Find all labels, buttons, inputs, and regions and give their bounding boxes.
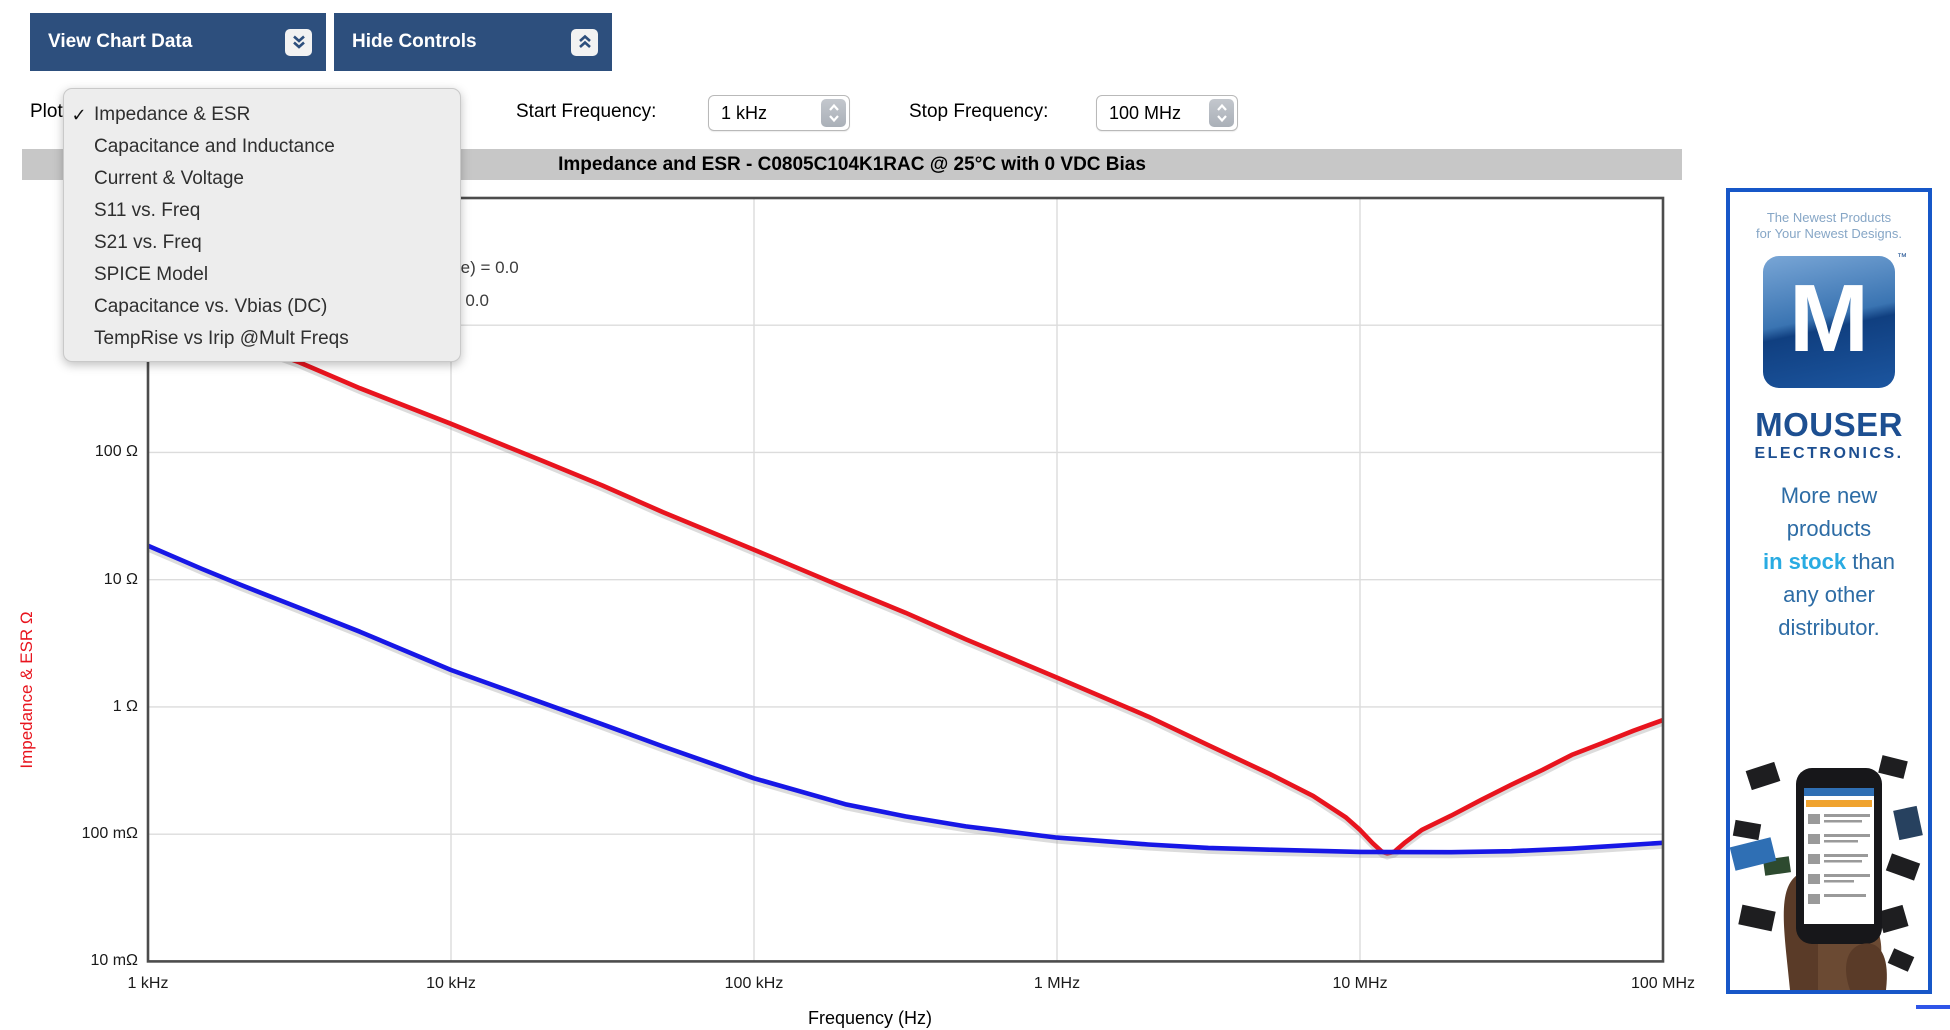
y-tick-label: 100 mΩ xyxy=(81,825,138,843)
esr-curve xyxy=(148,543,1663,855)
ad-tagline-line: More new xyxy=(1780,483,1878,508)
ad-tagline-line: in stock than xyxy=(1762,549,1896,574)
double-chevron-down-icon xyxy=(285,28,312,56)
stepper-up-down-icon xyxy=(1209,99,1234,127)
menu-item-label: Current & Voltage xyxy=(94,168,244,189)
impedance-curve-shadow xyxy=(148,301,1663,860)
mouser-ad-banner[interactable]: The Newest Products for Your Newest Desi… xyxy=(1726,188,1932,994)
mouser-brand-text: MOUSER xyxy=(1755,406,1903,443)
start-frequency-value: 1 kHz xyxy=(721,102,768,123)
ad-tagline-line: distributor. xyxy=(1778,615,1880,640)
stray-link-underline xyxy=(1916,1005,1950,1009)
view-chart-data-button[interactable]: View Chart Data xyxy=(30,13,326,71)
menu-item-label: Capacitance vs. Vbias (DC) xyxy=(94,296,328,317)
chart-title: Impedance and ESR - C0805C104K1RAC @ 25°… xyxy=(558,153,1146,175)
ad-tagline: More new products in stock than any other di… xyxy=(1730,479,1928,644)
menu-item-impedance-esr[interactable]: ✓ Impedance & ESR xyxy=(64,99,460,131)
menu-item-label: TempRise vs Irip @Mult Freqs xyxy=(94,328,349,349)
y-tick-label: 100 Ω xyxy=(94,443,138,461)
impedance-curve xyxy=(148,297,1663,856)
y-tick-label: 10 Ω xyxy=(103,570,138,588)
hide-controls-label: Hide Controls xyxy=(352,31,477,52)
trademark-symbol: ™ xyxy=(1897,252,1907,263)
menu-item-label: SPICE Model xyxy=(94,264,209,285)
menu-item-temprise-vs-irip-mult-freqs[interactable]: TempRise vs Irip @Mult Freqs xyxy=(64,323,460,355)
x-tick-label: 1 MHz xyxy=(1033,975,1081,992)
ad-headline: The Newest Products for Your Newest Desi… xyxy=(1756,210,1902,241)
x-tick-label: 10 MHz xyxy=(1332,975,1388,992)
start-frequency-label: Start Frequency: xyxy=(516,101,657,122)
menu-item-s11-vs-freq[interactable]: S11 vs. Freq xyxy=(64,195,460,227)
plot-type-menu: ✓ Impedance & ESR Capacitance and Inductan… xyxy=(63,88,461,362)
y-tick-label: 10 mΩ xyxy=(90,952,138,970)
stepper-up-down-icon xyxy=(821,99,846,127)
esr-curve-shadow xyxy=(148,547,1663,859)
double-chevron-up-icon xyxy=(571,28,598,56)
y-tick-label: 1 Ω xyxy=(112,697,138,715)
hand-holding-phone-photo xyxy=(1730,738,1928,990)
x-tick-label: 100 MHz xyxy=(1630,975,1696,992)
ad-tagline-line: any other xyxy=(1783,582,1875,607)
menu-item-label: S21 vs. Freq xyxy=(94,232,202,253)
x-tick-label: 10 kHz xyxy=(426,975,476,992)
stop-frequency-select[interactable]: 100 MHz xyxy=(1096,95,1238,131)
menu-item-label: Impedance & ESR xyxy=(94,104,251,125)
hide-controls-button[interactable]: Hide Controls xyxy=(334,13,612,71)
x-axis-title: Frequency (Hz) xyxy=(807,1008,933,1028)
menu-item-label: S11 vs. Freq xyxy=(94,200,201,221)
menu-item-s21-vs-freq[interactable]: S21 vs. Freq xyxy=(64,227,460,259)
check-icon: ✓ xyxy=(71,104,87,125)
view-chart-data-label: View Chart Data xyxy=(48,31,193,52)
menu-item-current-voltage[interactable]: Current & Voltage xyxy=(64,163,460,195)
start-frequency-select[interactable]: 1 kHz xyxy=(708,95,850,131)
stop-frequency-label: Stop Frequency: xyxy=(909,101,1049,122)
plot-label: Plot: xyxy=(30,101,69,122)
menu-item-label: Capacitance and Inductance xyxy=(94,136,335,157)
x-tick-label: 100 kHz xyxy=(724,975,784,992)
menu-item-spice-model[interactable]: SPICE Model xyxy=(64,259,460,291)
menu-item-capacitance-vs-vbias-dc-[interactable]: Capacitance vs. Vbias (DC) xyxy=(64,291,460,323)
plot-frame xyxy=(146,196,1665,963)
menu-item-capacitance-and-inductance[interactable]: Capacitance and Inductance xyxy=(64,131,460,163)
mouser-brand-subtext: ELECTRONICS. xyxy=(1754,445,1904,462)
ad-in-stock-highlight: in stock xyxy=(1762,549,1847,574)
mouser-logo-icon: M ™ xyxy=(1763,252,1907,388)
x-tick-label: 1 kHz xyxy=(127,975,169,992)
stop-frequency-value: 100 MHz xyxy=(1109,102,1182,123)
ad-tagline-line: products xyxy=(1786,516,1872,541)
